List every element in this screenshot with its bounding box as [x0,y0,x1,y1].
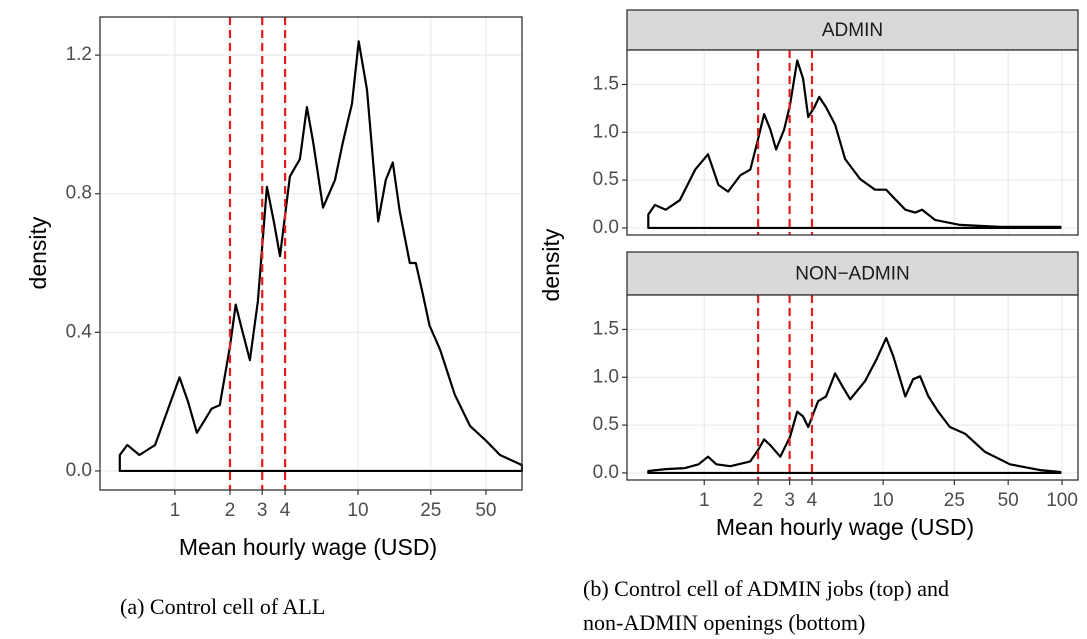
x-tick-label: 2 [753,490,764,511]
facet-strip [626,9,1079,51]
x-tick-label: 1 [699,490,710,511]
x-tick-label: 25 [944,490,965,511]
panel-b: ADMIN 0.0 0.5 1.0 1.5 NON−ADMIN 0.0 0.5 1.0 1.5 1 2… [593,9,1079,511]
plot-border [99,16,523,491]
x-tick-label: 1 [170,500,181,521]
y-tick-label: 0.0 [66,460,92,481]
density-curve [647,59,1062,230]
x-tick-label: 4 [807,490,818,511]
x-tick-label: 10 [347,500,368,521]
x-tick-label: 10 [873,490,894,511]
y-tick-label: 0.0 [593,462,619,483]
caption: non-ADMIN openings (bottom) [583,610,865,635]
caption: (b) Control cell of ADMIN jobs (top) and [583,576,949,601]
plot-background [627,50,1078,235]
y-tick-label: 1.5 [593,73,619,94]
y-tick-label: 0.5 [593,169,619,190]
x-tick-label: 50 [475,500,496,521]
y-tick-label: 1.2 [66,44,92,65]
x-tick-label: 4 [280,500,291,521]
caption: (a) Control cell of ALL [120,594,325,619]
y-tick-label: 0.0 [593,217,619,238]
density-curve [118,40,523,473]
x-tick-label: 100 [525,500,557,521]
y-tick-label: 0.8 [66,183,92,204]
x-tick-label: 3 [257,500,268,521]
facet-strip [626,251,1079,296]
density-curve [647,336,1062,475]
plot-background [100,17,522,490]
x-tick-label: 25 [420,500,441,521]
facet-label: ADMIN [822,20,883,41]
panel-a: 0.0 0.4 0.8 1.2 1 2 3 4 10 25 50 100 [66,16,557,521]
y-tick-label: 0.5 [593,414,619,435]
facet-label: NON−ADMIN [795,264,910,285]
x-axis-title: Mean hourly wage (USD) [716,514,974,540]
x-tick-label: 2 [225,500,236,521]
y-axis-title: density [538,228,564,301]
x-axis-title: Mean hourly wage (USD) [179,534,437,560]
x-tick-label: 50 [998,490,1019,511]
y-tick-label: 1.0 [593,366,619,387]
y-axis-title: density [25,216,51,289]
plot-border [626,294,1079,481]
plot-border [626,49,1079,236]
x-tick-label: 100 [1046,490,1078,511]
y-tick-label: 0.4 [66,321,93,342]
y-tick-label: 1.0 [593,121,619,142]
y-tick-label: 1.5 [593,318,619,339]
x-tick-label: 3 [784,490,795,511]
plot-background [627,295,1078,480]
